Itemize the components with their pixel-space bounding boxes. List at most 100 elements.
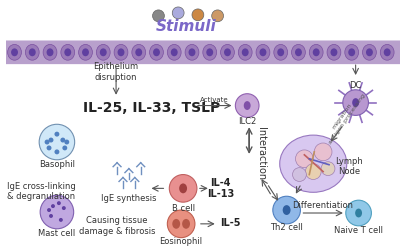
Ellipse shape — [43, 44, 57, 60]
Circle shape — [292, 168, 306, 182]
Circle shape — [49, 214, 53, 218]
Text: Lymph
Node: Lymph Node — [335, 157, 363, 176]
Ellipse shape — [114, 44, 128, 60]
Ellipse shape — [242, 48, 249, 56]
Ellipse shape — [313, 48, 320, 56]
Circle shape — [172, 7, 184, 19]
Ellipse shape — [345, 44, 358, 60]
Ellipse shape — [206, 48, 213, 56]
Text: Epithelium
disruption: Epithelium disruption — [94, 62, 139, 82]
Ellipse shape — [100, 48, 107, 56]
Ellipse shape — [362, 44, 376, 60]
Ellipse shape — [29, 48, 36, 56]
Ellipse shape — [167, 44, 181, 60]
Ellipse shape — [8, 44, 22, 60]
Text: IL-4
IL-13: IL-4 IL-13 — [207, 178, 234, 199]
Ellipse shape — [327, 44, 341, 60]
Text: IL-5: IL-5 — [220, 218, 241, 228]
Circle shape — [152, 10, 164, 22]
Circle shape — [62, 146, 67, 150]
Circle shape — [57, 201, 61, 205]
Text: Naive T cell: Naive T cell — [334, 226, 383, 235]
Ellipse shape — [352, 98, 359, 107]
Ellipse shape — [366, 48, 373, 56]
Text: Activate: Activate — [200, 97, 229, 103]
Ellipse shape — [171, 48, 178, 56]
Circle shape — [59, 218, 63, 222]
Text: Eosinophil: Eosinophil — [160, 237, 203, 246]
Text: DC: DC — [350, 81, 362, 90]
Text: IgE cross-linking
& degranulation: IgE cross-linking & degranulation — [7, 182, 76, 201]
Ellipse shape — [82, 48, 89, 56]
Ellipse shape — [153, 48, 160, 56]
Circle shape — [235, 94, 259, 117]
Circle shape — [169, 175, 197, 202]
Ellipse shape — [224, 48, 231, 56]
Text: Mast cell: Mast cell — [38, 229, 76, 238]
Ellipse shape — [380, 44, 394, 60]
Circle shape — [51, 204, 55, 208]
Ellipse shape — [150, 44, 163, 60]
Ellipse shape — [244, 101, 251, 110]
Ellipse shape — [220, 44, 234, 60]
Ellipse shape — [46, 48, 54, 56]
Ellipse shape — [203, 44, 217, 60]
Ellipse shape — [79, 44, 92, 60]
Text: ILC2: ILC2 — [238, 117, 256, 126]
Ellipse shape — [274, 44, 288, 60]
Circle shape — [296, 150, 313, 168]
Ellipse shape — [135, 48, 142, 56]
Ellipse shape — [355, 209, 362, 217]
Ellipse shape — [295, 48, 302, 56]
Ellipse shape — [384, 48, 391, 56]
Ellipse shape — [182, 219, 190, 229]
Ellipse shape — [172, 219, 180, 229]
Text: Interaction: Interaction — [256, 127, 266, 180]
Text: Differentiation: Differentiation — [293, 201, 354, 210]
Ellipse shape — [309, 44, 323, 60]
Circle shape — [346, 200, 372, 226]
Text: Causing tissue
damage & fibrosis: Causing tissue damage & fibrosis — [79, 216, 155, 236]
Circle shape — [343, 90, 368, 115]
Ellipse shape — [277, 48, 284, 56]
Text: B cell: B cell — [172, 204, 195, 213]
Ellipse shape — [348, 48, 355, 56]
Text: Stimuli: Stimuli — [156, 19, 216, 34]
Ellipse shape — [238, 44, 252, 60]
Text: Basophil: Basophil — [39, 160, 75, 169]
Text: migration
antigen processing: migration antigen processing — [323, 90, 366, 145]
Ellipse shape — [179, 184, 187, 193]
Ellipse shape — [280, 135, 347, 192]
Ellipse shape — [185, 44, 199, 60]
Circle shape — [64, 140, 69, 145]
FancyBboxPatch shape — [5, 40, 400, 64]
Circle shape — [60, 138, 65, 143]
Circle shape — [39, 124, 75, 160]
Ellipse shape — [292, 44, 305, 60]
Text: IL-25, IL-33, TSLP: IL-25, IL-33, TSLP — [83, 100, 220, 115]
Circle shape — [62, 206, 66, 210]
Ellipse shape — [188, 48, 196, 56]
Ellipse shape — [260, 48, 266, 56]
Ellipse shape — [64, 48, 71, 56]
Ellipse shape — [61, 44, 75, 60]
Circle shape — [321, 162, 335, 176]
Ellipse shape — [25, 44, 39, 60]
Circle shape — [167, 210, 195, 238]
Circle shape — [305, 164, 321, 180]
Circle shape — [46, 146, 52, 150]
Circle shape — [273, 196, 300, 224]
Circle shape — [54, 149, 59, 154]
Circle shape — [314, 143, 332, 161]
Ellipse shape — [96, 44, 110, 60]
Ellipse shape — [11, 48, 18, 56]
Circle shape — [40, 195, 74, 229]
Text: IgE synthesis: IgE synthesis — [101, 194, 157, 203]
Circle shape — [54, 132, 59, 137]
Ellipse shape — [256, 44, 270, 60]
Circle shape — [47, 208, 51, 212]
Circle shape — [44, 140, 50, 145]
Ellipse shape — [330, 48, 337, 56]
Circle shape — [212, 10, 224, 22]
Ellipse shape — [118, 48, 124, 56]
